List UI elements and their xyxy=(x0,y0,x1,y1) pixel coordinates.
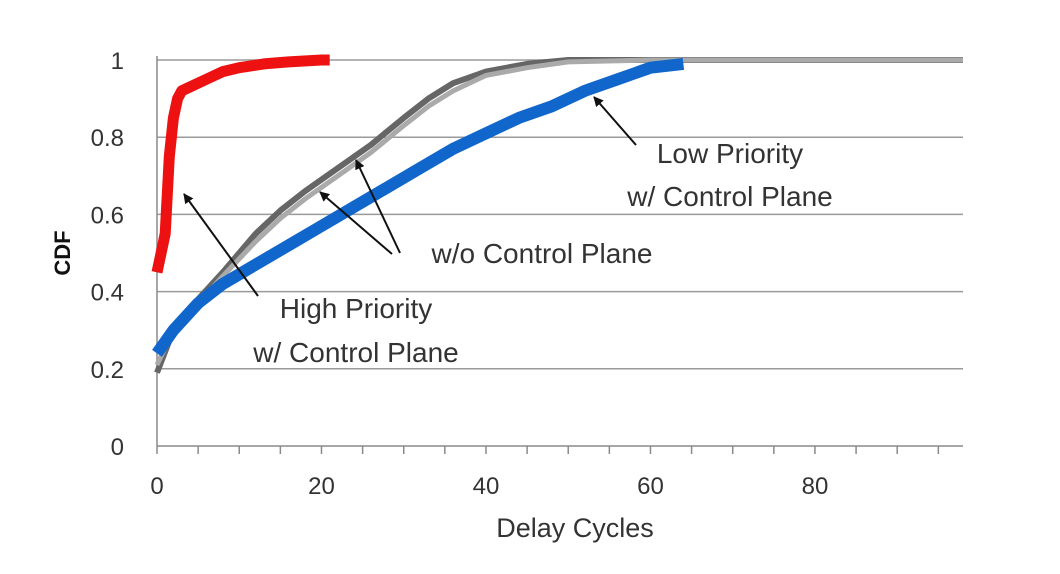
x-tick-label: 80 xyxy=(802,473,829,500)
annotation-labels: High Priority w/ Control Plane w/o Control… xyxy=(252,138,832,368)
annotation-wo-line-1: w/o Control Plane xyxy=(430,238,652,269)
y-axis-title: CDF xyxy=(50,230,75,275)
x-tick-label: 20 xyxy=(308,473,335,500)
annotation-low-line-1: Low Priority xyxy=(657,138,803,169)
arrow-wo-control-plane-a xyxy=(355,159,401,254)
y-tick-label: 0 xyxy=(111,434,124,461)
x-tick-label: 0 xyxy=(150,473,163,500)
y-tick-label: 0.4 xyxy=(91,280,124,307)
annotation-low-line-2: w/ Control Plane xyxy=(626,181,832,212)
arrow-high-priority xyxy=(183,193,259,297)
y-tick-label: 0.8 xyxy=(91,125,124,152)
arrow-low-priority xyxy=(593,96,637,146)
series-lines xyxy=(151,54,963,374)
series-line-low-priority xyxy=(152,57,685,357)
x-tick-label: 40 xyxy=(473,473,500,500)
x-axis-title: Delay Cycles xyxy=(496,513,654,543)
annotation-arrows xyxy=(183,96,637,297)
y-tick-label: 1 xyxy=(111,48,124,75)
annotation-high-line-2: w/ Control Plane xyxy=(252,337,458,368)
x-tick-label: 60 xyxy=(637,473,664,500)
y-tick-label: 0.6 xyxy=(91,202,124,229)
series-line-high-priority xyxy=(151,54,330,274)
y-tick-label: 0.2 xyxy=(91,357,124,384)
annotation-high-line-1: High Priority xyxy=(280,293,432,324)
arrow-wo-control-plane-b xyxy=(319,191,393,255)
